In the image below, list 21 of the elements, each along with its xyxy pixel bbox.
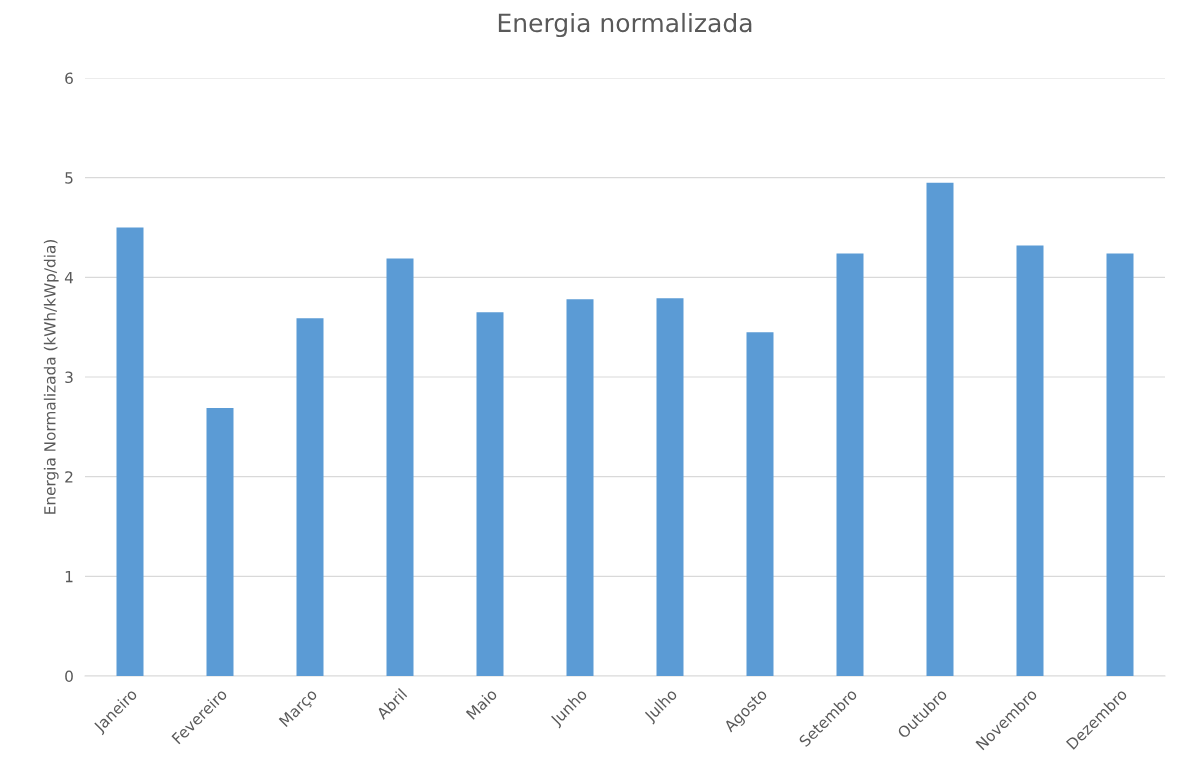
y-tick-label: 6 <box>65 72 73 85</box>
bar <box>566 299 594 676</box>
y-tick-label: 2 <box>65 471 73 483</box>
y-tick-label: 5 <box>65 172 73 184</box>
bar <box>296 318 324 676</box>
bar <box>836 253 864 676</box>
bar <box>746 332 774 676</box>
y-tick-label: 4 <box>64 272 74 284</box>
bar <box>926 182 954 676</box>
bar <box>116 227 144 676</box>
y-axis-title: Energia Normalizada (kWh/kWp/dia) <box>43 240 59 514</box>
bar <box>476 312 504 676</box>
y-tick-label: 0 <box>65 670 73 683</box>
y-tick-label: 1 <box>65 571 73 583</box>
bar <box>206 407 234 676</box>
bar <box>1106 253 1134 676</box>
bar <box>386 258 414 676</box>
chart-title: Energia normalizada <box>498 12 752 38</box>
bar <box>1016 245 1044 676</box>
bar <box>656 298 684 676</box>
y-tick-label: 3 <box>65 371 73 384</box>
